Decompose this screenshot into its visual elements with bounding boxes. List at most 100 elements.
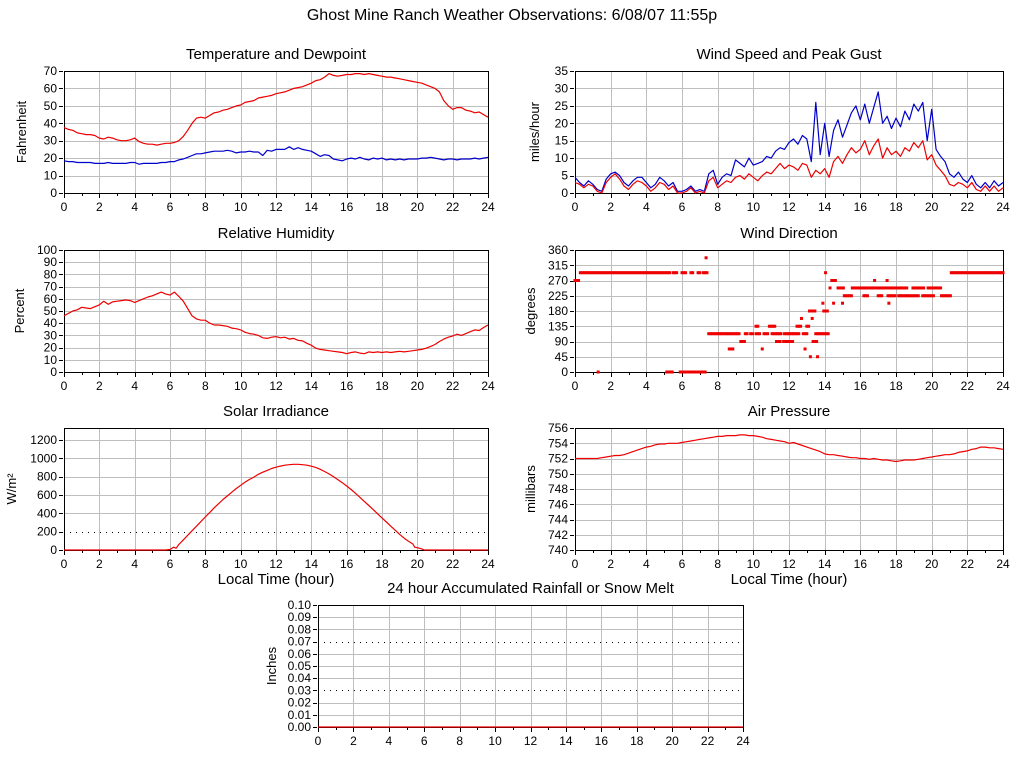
- series-wind-direction-marker: [644, 271, 648, 275]
- x-tick-label: 0: [315, 734, 322, 748]
- x-tick-label: 6: [167, 557, 174, 571]
- series-wind-direction-marker: [810, 316, 814, 320]
- series-wind-direction-marker: [685, 370, 689, 374]
- x-tick-label: 2: [96, 557, 103, 571]
- series-wind-direction-marker: [997, 271, 1001, 275]
- y-tick-label: 744: [548, 513, 568, 527]
- series-wind-direction-marker: [584, 271, 588, 275]
- series-wind-direction-marker: [774, 332, 778, 336]
- y-tick-label: 0.03: [288, 683, 312, 697]
- chart-frame: [64, 428, 489, 551]
- series-wind-direction-marker: [926, 294, 930, 298]
- series-wind-direction-marker: [814, 332, 818, 336]
- series-wind-direction-marker: [623, 271, 627, 275]
- y-tick-label: 5: [561, 169, 568, 183]
- x-tick-label: 8: [202, 379, 209, 393]
- x-tick-label: 14: [305, 200, 319, 214]
- series-wind-direction-marker: [891, 286, 895, 290]
- series-wind-direction-marker: [790, 332, 794, 336]
- series-pressure: [575, 434, 1004, 463]
- series-wind-direction-marker: [815, 340, 819, 343]
- series-wind-direction-marker: [948, 294, 952, 298]
- series-wind-direction-marker: [958, 271, 962, 275]
- x-tick-label: 16: [340, 557, 354, 571]
- series-wind-direction-marker: [678, 370, 682, 374]
- series-wind-direction-marker: [710, 332, 714, 336]
- series-wind-direction-marker: [700, 370, 704, 374]
- series-wind-direction-marker: [689, 271, 693, 275]
- y-tick-label: 1200: [30, 433, 57, 447]
- series-wind-direction-marker: [890, 286, 894, 290]
- series-wind-direction-marker: [830, 279, 834, 282]
- series-wind-direction-marker: [739, 340, 743, 343]
- series-wind-direction-marker: [786, 332, 790, 336]
- series-wind-direction-marker: [976, 271, 980, 275]
- x-tick-label: 14: [818, 557, 832, 571]
- series-wind-direction-marker: [667, 370, 671, 374]
- series-wind-direction-marker: [619, 271, 623, 275]
- chart-frame: [575, 71, 1004, 194]
- y-axis-label: miles/hour: [527, 101, 542, 162]
- series-wind-direction-marker: [607, 271, 611, 275]
- series-wind-direction-marker: [707, 332, 711, 336]
- series-wind-direction-marker: [610, 271, 614, 275]
- y-tick-label: 15: [555, 134, 569, 148]
- series-wind-direction-marker: [698, 370, 702, 374]
- series-wind-direction-marker: [591, 271, 595, 275]
- series-wind-direction-marker: [725, 332, 729, 336]
- series-wind-direction-marker: [918, 286, 922, 290]
- series-wind-direction-marker: [824, 309, 828, 313]
- y-tick-label: 135: [548, 319, 568, 333]
- series-wind-direction-marker: [785, 340, 789, 343]
- y-axis-label: degrees: [523, 287, 538, 334]
- series-wind-direction-marker: [625, 271, 629, 275]
- chart-solar-irradiance: 0 2 4 6 8 10 12 14 16 18 20 22 24 0 200 400 600 800 1000 12…: [2, 398, 518, 592]
- series-wind-direction-marker: [824, 271, 828, 275]
- series-wind-direction-marker: [886, 286, 890, 290]
- series-wind-direction-marker: [807, 324, 811, 328]
- y-tick-label: 754: [548, 436, 568, 450]
- series-wind-direction-marker: [795, 324, 799, 328]
- series-wind-direction-marker: [799, 316, 803, 320]
- y-tick-label: 1000: [30, 451, 57, 465]
- x-tick-label: 2: [607, 379, 614, 393]
- x-tick-label: 14: [818, 200, 832, 214]
- series-wind-direction-marker: [916, 294, 920, 298]
- series-wind-direction-marker: [904, 294, 908, 298]
- series-wind-direction-marker: [981, 271, 985, 275]
- x-tick-label: 12: [524, 734, 538, 748]
- series-wind-direction-marker: [826, 332, 830, 336]
- series-wind-direction-marker: [651, 271, 655, 275]
- y-tick-label: 400: [37, 506, 57, 520]
- series-wind-direction-marker: [920, 286, 924, 290]
- series-wind-direction-marker: [787, 340, 791, 343]
- series-wind-direction-marker: [816, 355, 820, 359]
- series-dewpoint: [63, 146, 489, 165]
- series-wind-direction-marker: [828, 286, 832, 290]
- series-wind-direction-marker: [767, 324, 771, 328]
- series-wind-direction-marker: [775, 332, 779, 336]
- y-tick-label: 742: [548, 528, 568, 542]
- series-wind-direction-marker: [822, 309, 826, 313]
- page-title: Ghost Mine Ranch Weather Observations: 6…: [306, 7, 718, 24]
- series-wind-direction-marker: [832, 301, 836, 305]
- series-wind-direction-marker: [614, 271, 618, 275]
- series-wind-direction-marker: [880, 294, 884, 298]
- series-wind-direction-marker: [687, 370, 691, 374]
- x-tick-label: 18: [375, 379, 389, 393]
- series-wind-direction-marker: [898, 294, 902, 298]
- x-tick-label: 18: [375, 200, 389, 214]
- series-wind-direction-marker: [849, 294, 853, 298]
- x-tick-label: 16: [854, 200, 868, 214]
- series-wind-direction-marker: [666, 271, 670, 275]
- x-tick-label: 18: [630, 734, 644, 748]
- series-wind-direction-marker: [825, 309, 829, 313]
- series-wind-direction-marker: [641, 271, 645, 275]
- y-tick-label: 180: [548, 304, 568, 318]
- series-wind-direction-marker: [657, 271, 661, 275]
- series-wind-direction-marker: [773, 324, 777, 328]
- y-tick-label: 70: [44, 64, 58, 78]
- y-tick-label: 270: [548, 274, 568, 288]
- series-wind-direction-marker: [951, 271, 955, 275]
- series-wind-direction-marker: [797, 324, 801, 328]
